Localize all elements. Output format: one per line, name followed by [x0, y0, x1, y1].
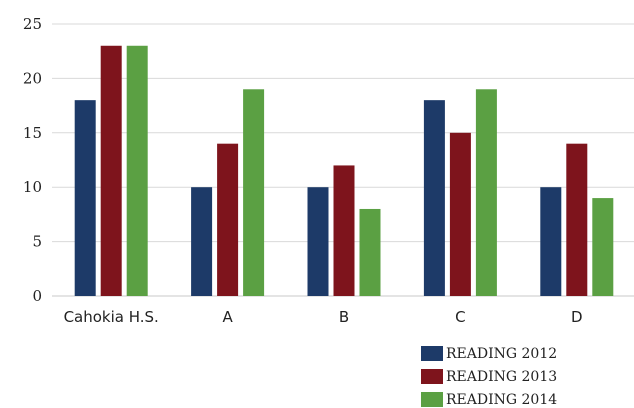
bar-reading-2014-0: [126, 45, 148, 297]
y-tick-label: 0: [32, 287, 42, 305]
legend-label: READING 2012: [446, 346, 557, 362]
bar-reading-2012-4: [540, 187, 562, 296]
y-tick-label: 25: [23, 15, 42, 33]
y-axis-tick-labels: 0 5 10 15 20 25: [23, 15, 42, 305]
legend-label: READING 2013: [446, 369, 557, 385]
x-tick-label: Cahokia H.S.: [64, 308, 159, 326]
bar-reading-2012-2: [307, 187, 329, 296]
bar-reading-2013-2: [333, 165, 355, 296]
x-axis-tick-labels: Cahokia H.S. A B C D: [64, 308, 583, 326]
y-tick-label: 5: [32, 233, 42, 251]
bar-reading-2013-0: [100, 45, 122, 297]
legend-swatch: [421, 346, 443, 361]
bar-reading-2014-3: [475, 89, 497, 296]
bar-reading-2012-0: [74, 100, 96, 296]
x-tick-label: B: [339, 308, 349, 326]
bar-reading-2013-3: [449, 132, 471, 296]
bar-reading-2014-2: [359, 208, 381, 296]
bar-reading-2013-4: [566, 143, 588, 296]
x-tick-label: A: [222, 308, 233, 326]
legend: READING 2012 READING 2013 READING 2014: [421, 346, 557, 408]
bar-reading-2014-4: [592, 198, 614, 296]
legend-label: READING 2014: [446, 392, 557, 408]
legend-swatch: [421, 369, 443, 384]
bar-reading-2012-1: [191, 187, 213, 296]
x-tick-label: C: [455, 308, 465, 326]
bar-series: [74, 45, 614, 297]
bar-reading-2014-1: [243, 89, 265, 296]
legend-swatch: [421, 392, 443, 407]
y-tick-label: 15: [23, 124, 42, 142]
x-tick-label: D: [571, 308, 583, 326]
bar-reading-2013-1: [217, 143, 239, 296]
y-tick-label: 20: [23, 69, 42, 87]
y-tick-label: 10: [23, 178, 42, 196]
bar-reading-2012-3: [423, 100, 445, 296]
